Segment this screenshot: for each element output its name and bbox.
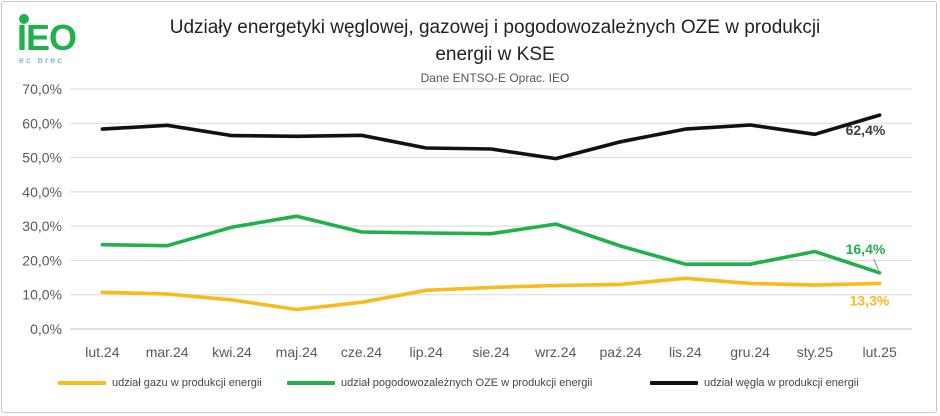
series-line-gas xyxy=(100,276,882,312)
x-tick-label: mar.24 xyxy=(146,344,189,360)
legend-label-oze: udział pogodowozależnych OZE w produkcji… xyxy=(341,377,593,389)
legend-swatch-oze xyxy=(287,381,335,385)
chart-title-line-1: Udziały energetyki węglowej, gazowej i p… xyxy=(169,17,821,38)
x-tick-label: sie.24 xyxy=(472,344,510,360)
data-label-leader-oze xyxy=(873,258,880,270)
y-tick-label: 50,0% xyxy=(22,150,62,166)
x-tick-label: paź.24 xyxy=(600,344,642,360)
legend-swatch-coal xyxy=(650,381,698,385)
data-label-gas: 13,3% xyxy=(850,292,890,308)
y-tick-label: 10,0% xyxy=(22,287,62,303)
legend-label-coal: udział węgla w produkcji energii xyxy=(704,377,859,389)
legend-swatch-gas xyxy=(58,381,106,385)
logo-text: IEO xyxy=(17,17,76,58)
y-tick-label: 70,0% xyxy=(22,81,62,97)
x-tick-label: lip.24 xyxy=(409,344,443,360)
data-label-coal: 62,4% xyxy=(846,122,886,138)
data-label-oze: 16,4% xyxy=(846,241,886,257)
logo-subtext: ec brec xyxy=(19,55,64,65)
x-tick-label: lut.24 xyxy=(85,344,119,360)
chart-subtitle: Dane ENTSO-E Oprac. IEO xyxy=(420,71,570,85)
series-line-oze xyxy=(100,214,882,275)
ieo-logo: IEO ec brec xyxy=(17,14,77,65)
x-tick-label: maj.24 xyxy=(276,344,318,360)
x-tick-label: lut.25 xyxy=(862,344,896,360)
legend-item-oze: udział pogodowozależnych OZE w produkcji… xyxy=(287,373,592,393)
x-tick-label: lis.24 xyxy=(669,344,702,360)
legend-label-gas: udział gazu w produkcji energii xyxy=(112,377,262,389)
y-tick-label: 60,0% xyxy=(22,115,62,131)
legend-item-gas: udział gazu w produkcji energii xyxy=(58,373,262,393)
chart-title-line-2: energii w KSE xyxy=(435,44,555,65)
y-tick-label: 20,0% xyxy=(22,252,62,268)
x-tick-label: sty.25 xyxy=(797,344,834,360)
y-tick-label: 0,0% xyxy=(30,321,62,337)
legend-item-coal: udział węgla w produkcji energii xyxy=(650,373,859,393)
x-tick-label: cze.24 xyxy=(341,344,382,360)
series-line-coal xyxy=(100,113,882,161)
y-tick-label: 30,0% xyxy=(22,218,62,234)
y-tick-label: 40,0% xyxy=(22,184,62,200)
x-tick-label: gru.24 xyxy=(730,344,770,360)
x-tick-label: wrz.24 xyxy=(534,344,576,360)
x-tick-label: kwi.24 xyxy=(212,344,252,360)
